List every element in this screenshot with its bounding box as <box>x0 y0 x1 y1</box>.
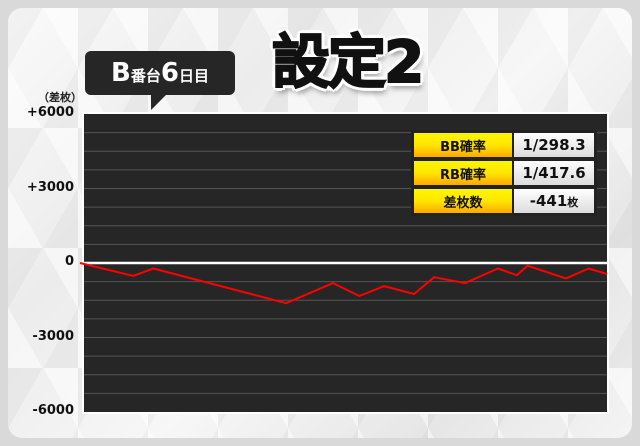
stat-value: 1/417.6 <box>513 160 595 186</box>
y-tick-label: -6000 <box>32 403 74 418</box>
y-tick-label: -3000 <box>32 328 74 344</box>
y-axis-label: （差枚） <box>38 91 82 104</box>
stat-row-rb: RB確率 1/417.6 <box>413 160 595 186</box>
stat-label: RB確率 <box>413 160 513 186</box>
day-suffix: 日目 <box>178 67 209 85</box>
machine-label: B <box>111 58 131 88</box>
stat-label: 差枚数 <box>413 188 513 214</box>
day-number: 6 <box>160 58 179 88</box>
machine-day-label: B 番台 6 日目 <box>85 51 235 95</box>
series-line <box>79 262 608 305</box>
stat-value: -441枚 <box>513 188 595 214</box>
stats-table: BB確率 1/298.3 RB確率 1/417.6 差枚数 -441枚 <box>411 130 597 216</box>
stat-label: BB確率 <box>413 132 513 158</box>
y-tick-label: +3000 <box>26 179 74 195</box>
stat-row-diff: 差枚数 -441枚 <box>413 188 595 214</box>
y-tick-label: +6000 <box>26 105 74 120</box>
machine-suffix: 番台 <box>130 67 161 85</box>
stat-row-bb: BB確率 1/298.3 <box>413 132 595 158</box>
y-tick-label: 0 <box>64 254 74 269</box>
stat-value: 1/298.3 <box>513 132 595 158</box>
setting-title: 設定2 <box>271 27 425 97</box>
